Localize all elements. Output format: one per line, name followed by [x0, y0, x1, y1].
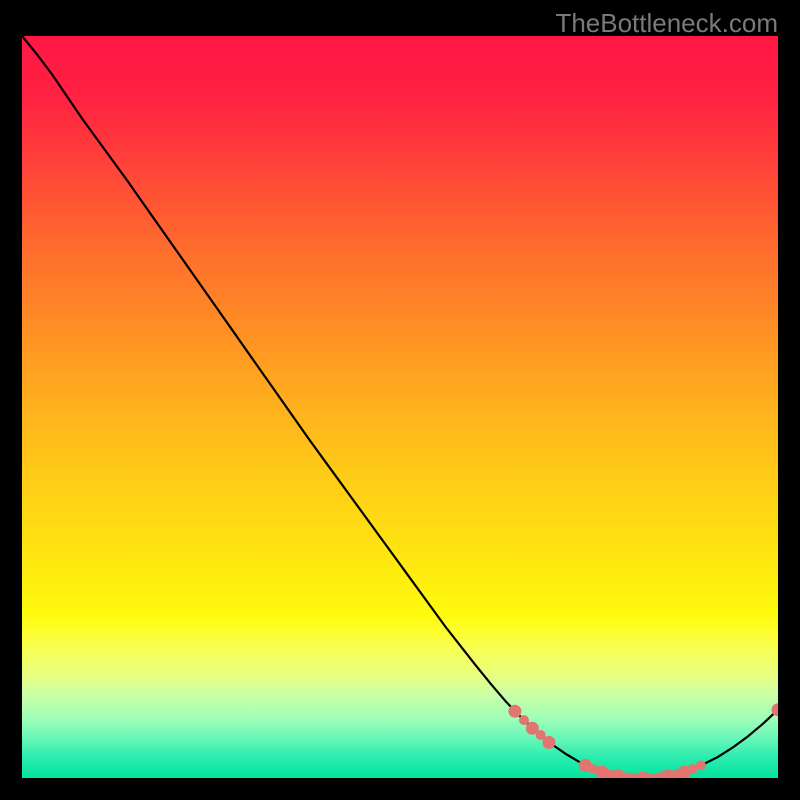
chart-plot-area — [22, 36, 778, 778]
watermark-text: TheBottleneck.com — [555, 8, 778, 39]
data-marker — [542, 736, 555, 749]
data-marker — [696, 760, 706, 770]
data-markers — [508, 703, 778, 778]
chart-curve-layer — [22, 36, 778, 778]
data-marker — [519, 715, 529, 725]
data-marker — [508, 705, 521, 718]
bottleneck-curve — [22, 36, 778, 778]
